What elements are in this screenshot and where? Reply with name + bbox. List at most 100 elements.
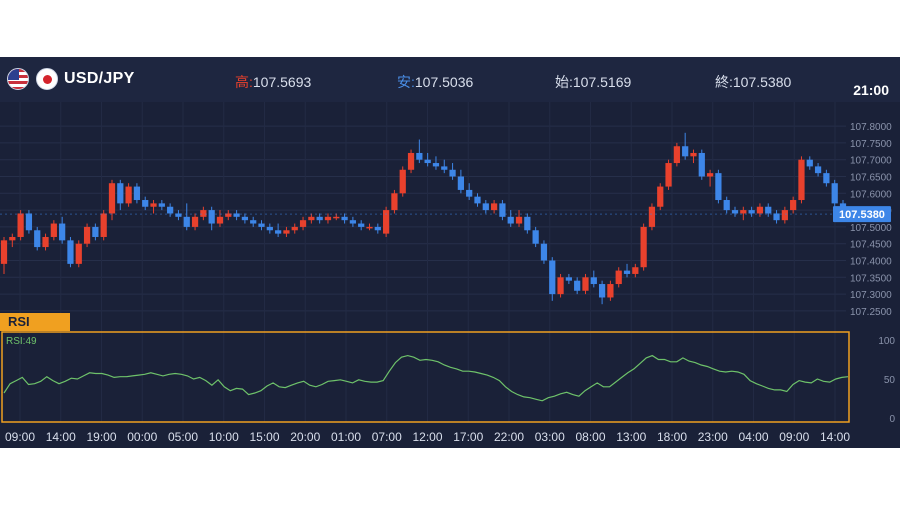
candle-body xyxy=(798,159,805,201)
x-tick-label: 13:00 xyxy=(616,430,646,444)
candle-body xyxy=(499,203,506,217)
candle-body xyxy=(42,236,49,248)
candle-body xyxy=(673,146,680,164)
candle-body xyxy=(83,226,91,244)
candle-body xyxy=(432,163,440,167)
candle-body xyxy=(349,220,357,224)
y-tick-label: 107.7000 xyxy=(850,156,892,167)
candle-body xyxy=(324,216,332,221)
candle-body xyxy=(158,203,165,207)
x-tick-label: 14:00 xyxy=(46,430,76,444)
x-tick-label: 20:00 xyxy=(290,430,320,444)
x-tick-label: 17:00 xyxy=(453,430,483,444)
candle-body xyxy=(466,189,473,197)
candle-body xyxy=(299,220,307,227)
candle-body xyxy=(275,230,282,234)
candle-body xyxy=(524,216,531,231)
candle-body xyxy=(814,166,822,174)
y-tick-label: 107.4000 xyxy=(850,257,892,268)
candle-body xyxy=(241,216,249,221)
rsi-tab[interactable]: RSI xyxy=(0,313,70,331)
candle-body xyxy=(216,216,224,224)
x-tick-label: 04:00 xyxy=(738,430,768,444)
x-tick-label: 14:00 xyxy=(820,430,850,444)
candle-body xyxy=(607,284,614,298)
currency-pair[interactable]: USD/JPY xyxy=(64,70,135,87)
candle-body xyxy=(549,260,556,295)
candle-body xyxy=(233,213,240,217)
candle-body xyxy=(100,213,107,237)
candle-body xyxy=(482,203,489,211)
candle-body xyxy=(449,169,456,177)
stat-high-value: 107.5693 xyxy=(252,74,312,90)
candle-body xyxy=(250,220,257,224)
candle-body xyxy=(532,230,539,244)
jp-flag-icon xyxy=(36,68,58,90)
x-tick-label: 07:00 xyxy=(372,430,402,444)
candle-body xyxy=(150,203,157,207)
candle-body xyxy=(191,216,199,227)
candle-body xyxy=(441,166,448,170)
y-tick-label: 107.2500 xyxy=(850,307,892,318)
candle-body xyxy=(540,243,548,261)
x-tick-label: 08:00 xyxy=(575,430,605,444)
x-tick-label: 09:00 xyxy=(779,430,809,444)
candle-body xyxy=(25,213,33,231)
candle-body xyxy=(399,169,406,194)
candle-body xyxy=(0,240,8,264)
last-price-label: 107.5380 xyxy=(839,209,885,221)
candle-body xyxy=(258,223,265,227)
candle-body xyxy=(715,173,722,201)
x-tick-label: 12:00 xyxy=(412,430,442,444)
stat-open-value: 107.5169 xyxy=(572,74,632,90)
candle-body xyxy=(574,280,581,291)
candle-body xyxy=(75,243,82,264)
candle-body xyxy=(208,210,215,224)
candle-body xyxy=(366,226,373,229)
candle-body xyxy=(308,216,315,221)
candle-body xyxy=(765,206,772,214)
candle-body xyxy=(623,270,631,274)
x-tick-label: 15:00 xyxy=(249,430,279,444)
rsi-value-label: RSI:49 xyxy=(6,336,37,347)
candle-body xyxy=(748,210,755,214)
y-tick-label: 107.3000 xyxy=(850,290,892,301)
candle-body xyxy=(457,176,464,190)
chart-canvas[interactable]: 107.8000 107.7500 107.7000 107.6500 107.6000… xyxy=(0,57,900,448)
y-tick-label: 107.3500 xyxy=(850,273,892,284)
candle-body xyxy=(225,213,232,217)
stat-low-label: 安: xyxy=(397,74,415,90)
candle-body xyxy=(756,206,764,214)
candle-body xyxy=(50,223,57,237)
candle-body xyxy=(316,216,323,221)
candle-body xyxy=(598,284,606,298)
candle-body xyxy=(59,223,66,241)
candle-body xyxy=(92,226,99,237)
stat-low: 安:107.5036 xyxy=(397,72,473,92)
candle-body xyxy=(416,152,423,160)
candle-body xyxy=(615,270,622,285)
candle-body xyxy=(740,210,747,214)
stat-close-label: 終: xyxy=(715,74,733,90)
y-tick-label: 107.6500 xyxy=(850,172,892,183)
candle-body xyxy=(731,210,739,214)
rsi-y-tick-label: 100 xyxy=(878,336,895,347)
candle-body xyxy=(358,223,365,227)
x-tick-label: 18:00 xyxy=(657,430,687,444)
candle-body xyxy=(490,203,498,211)
rsi-y-tick-label: 0 xyxy=(889,414,895,425)
candle-body xyxy=(831,183,838,204)
candle-body xyxy=(665,163,672,187)
x-tick-label: 19:00 xyxy=(86,430,116,444)
candle-body xyxy=(9,236,16,241)
rsi-y-tick-label: 50 xyxy=(884,375,896,386)
candle-body xyxy=(723,200,730,211)
candle-body xyxy=(507,216,514,224)
quote-header: USD/JPY 高:107.5693 安:107.5036 始:107.5169… xyxy=(0,57,900,102)
candle-body xyxy=(391,193,398,211)
x-tick-label: 10:00 xyxy=(209,430,239,444)
candle-body xyxy=(773,213,780,221)
candle-body xyxy=(424,159,431,164)
candle-body xyxy=(565,277,572,281)
candle-body xyxy=(175,213,182,217)
